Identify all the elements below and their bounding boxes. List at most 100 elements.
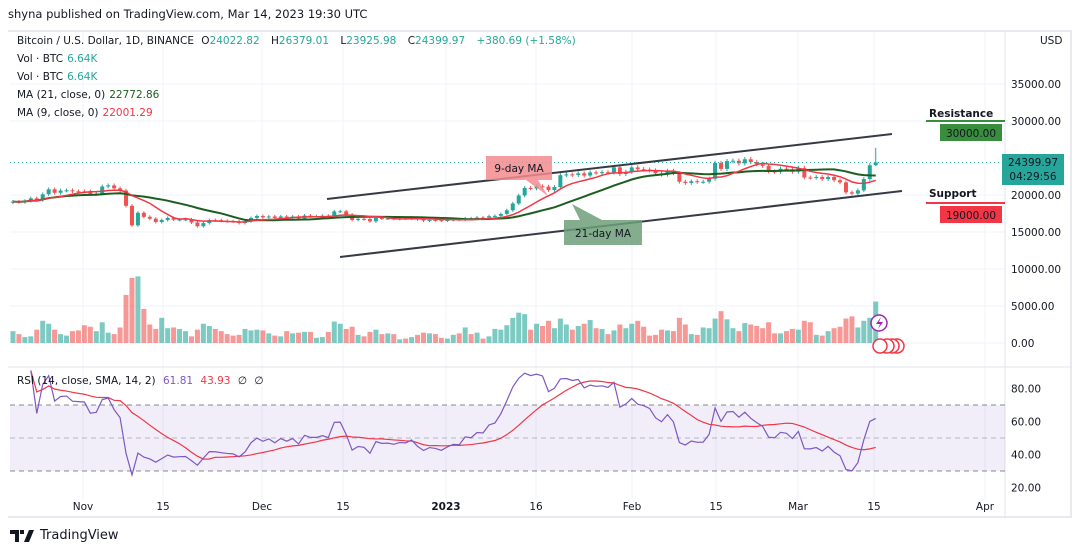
volume-bar bbox=[730, 328, 736, 343]
us-flag-event-icon bbox=[872, 338, 888, 354]
symbol-title[interactable]: Bitcoin / U.S. Dollar, 1D, BINANCE bbox=[17, 35, 194, 47]
candle-body bbox=[124, 190, 129, 206]
brand-name: TradingView bbox=[40, 528, 119, 543]
candle-body bbox=[808, 177, 813, 179]
volume-bar bbox=[486, 336, 492, 343]
ma21-callout bbox=[564, 204, 642, 245]
time-tick-label: 15 bbox=[709, 501, 722, 513]
candle-body bbox=[498, 213, 503, 216]
candle-body bbox=[707, 178, 712, 182]
candle-body bbox=[867, 165, 872, 180]
current-price-tag bbox=[1002, 154, 1064, 185]
candle-body bbox=[421, 219, 426, 221]
currency-label: USD bbox=[1040, 35, 1062, 47]
candle-body bbox=[475, 217, 480, 219]
volume-bar bbox=[69, 331, 75, 343]
volume-bar bbox=[236, 334, 242, 343]
ma21-label: MA (21, close, 0) bbox=[17, 89, 106, 101]
candle-body bbox=[600, 172, 605, 174]
tradingview-logo[interactable]: TradingView bbox=[10, 528, 119, 543]
candle-body bbox=[629, 167, 634, 172]
volume-bar bbox=[557, 318, 563, 343]
candle-body bbox=[135, 212, 140, 226]
volume-bar bbox=[629, 323, 635, 343]
candle-body bbox=[528, 187, 533, 189]
volume-bar bbox=[712, 318, 718, 343]
candle-body bbox=[695, 181, 700, 183]
volume-bar bbox=[177, 328, 183, 343]
volume-value: 6.64K bbox=[67, 53, 98, 65]
volume-bar bbox=[34, 329, 40, 343]
candle-body bbox=[849, 192, 854, 194]
volume-bar bbox=[617, 324, 623, 343]
volume-legend-2[interactable]: Vol · BTC 6.64K bbox=[17, 71, 101, 83]
upper-trendline bbox=[326, 133, 893, 200]
volume-bar bbox=[194, 329, 200, 343]
volume-bar bbox=[474, 332, 480, 343]
candle-body bbox=[481, 217, 486, 219]
symbol-legend: Bitcoin / U.S. Dollar, 1D, BINANCE O2402… bbox=[17, 35, 580, 47]
candle-body bbox=[564, 174, 569, 176]
volume-legend-1[interactable]: Vol · BTC 6.64K bbox=[17, 53, 101, 65]
candle-body bbox=[183, 219, 188, 221]
candle-body bbox=[153, 218, 158, 223]
candle-body bbox=[272, 216, 277, 218]
volume-bar bbox=[10, 331, 16, 343]
volume-bar bbox=[468, 334, 474, 343]
volume-bar bbox=[230, 335, 236, 343]
candle-body bbox=[760, 164, 765, 166]
candle-body bbox=[147, 216, 152, 219]
rsi-tick-label: 60.00 bbox=[1011, 417, 1041, 429]
high-label: H bbox=[271, 35, 279, 47]
rsi-empty-value: ∅ bbox=[254, 375, 264, 387]
time-tick-label: Dec bbox=[252, 501, 273, 513]
volume-bar bbox=[647, 335, 653, 343]
volume-bar bbox=[813, 334, 819, 343]
candle-body bbox=[570, 174, 575, 176]
volume-bar bbox=[81, 325, 87, 343]
ma9-line bbox=[12, 162, 876, 223]
volume-bar bbox=[349, 326, 355, 343]
candle-body bbox=[713, 162, 718, 179]
volume-bar bbox=[141, 308, 147, 343]
volume-bar bbox=[319, 337, 325, 343]
candle-body bbox=[159, 220, 164, 223]
volume-bar bbox=[456, 333, 462, 343]
volume-bar bbox=[551, 328, 557, 343]
volume-bar bbox=[623, 328, 629, 343]
volume-bar bbox=[837, 326, 843, 343]
candle-body bbox=[820, 177, 825, 180]
publish-info: shyna published on TradingView.com, Mar … bbox=[8, 7, 368, 21]
candle-body bbox=[855, 190, 860, 194]
candle-body bbox=[784, 168, 789, 170]
candle-body bbox=[617, 167, 622, 175]
volume-bar bbox=[760, 328, 766, 343]
candle-body bbox=[516, 195, 521, 204]
volume-bar bbox=[242, 328, 248, 343]
candle-body bbox=[177, 219, 182, 221]
candle-body bbox=[719, 162, 724, 169]
volume-bar bbox=[688, 334, 694, 343]
volume-bar bbox=[778, 333, 784, 343]
rsi-label: RSI (14, close, SMA, 14, 2) bbox=[17, 375, 156, 387]
rsi-legend[interactable]: RSI (14, close, SMA, 14, 2) 61.81 43.93 … bbox=[17, 375, 267, 387]
volume-bar bbox=[831, 328, 837, 343]
time-tick-label: Feb bbox=[623, 501, 642, 513]
ma9-value: 22001.29 bbox=[102, 107, 153, 119]
resistance-price: 30000.00 bbox=[946, 128, 996, 140]
close-label: C bbox=[407, 35, 416, 47]
candle-body bbox=[510, 203, 515, 211]
ma9-legend[interactable]: MA (9, close, 0) 22001.29 bbox=[17, 107, 157, 119]
volume-bar bbox=[748, 324, 754, 343]
volume-bar bbox=[123, 294, 129, 343]
volume-bar bbox=[248, 330, 254, 343]
volume-bar bbox=[313, 337, 319, 343]
candle-body bbox=[385, 218, 390, 220]
time-tick-label: 15 bbox=[336, 501, 349, 513]
volume-bar bbox=[87, 326, 93, 343]
candle-body bbox=[594, 172, 599, 174]
candle-body bbox=[344, 211, 349, 215]
candle-body bbox=[171, 217, 176, 220]
ma21-legend[interactable]: MA (21, close, 0) 22772.86 bbox=[17, 89, 163, 101]
